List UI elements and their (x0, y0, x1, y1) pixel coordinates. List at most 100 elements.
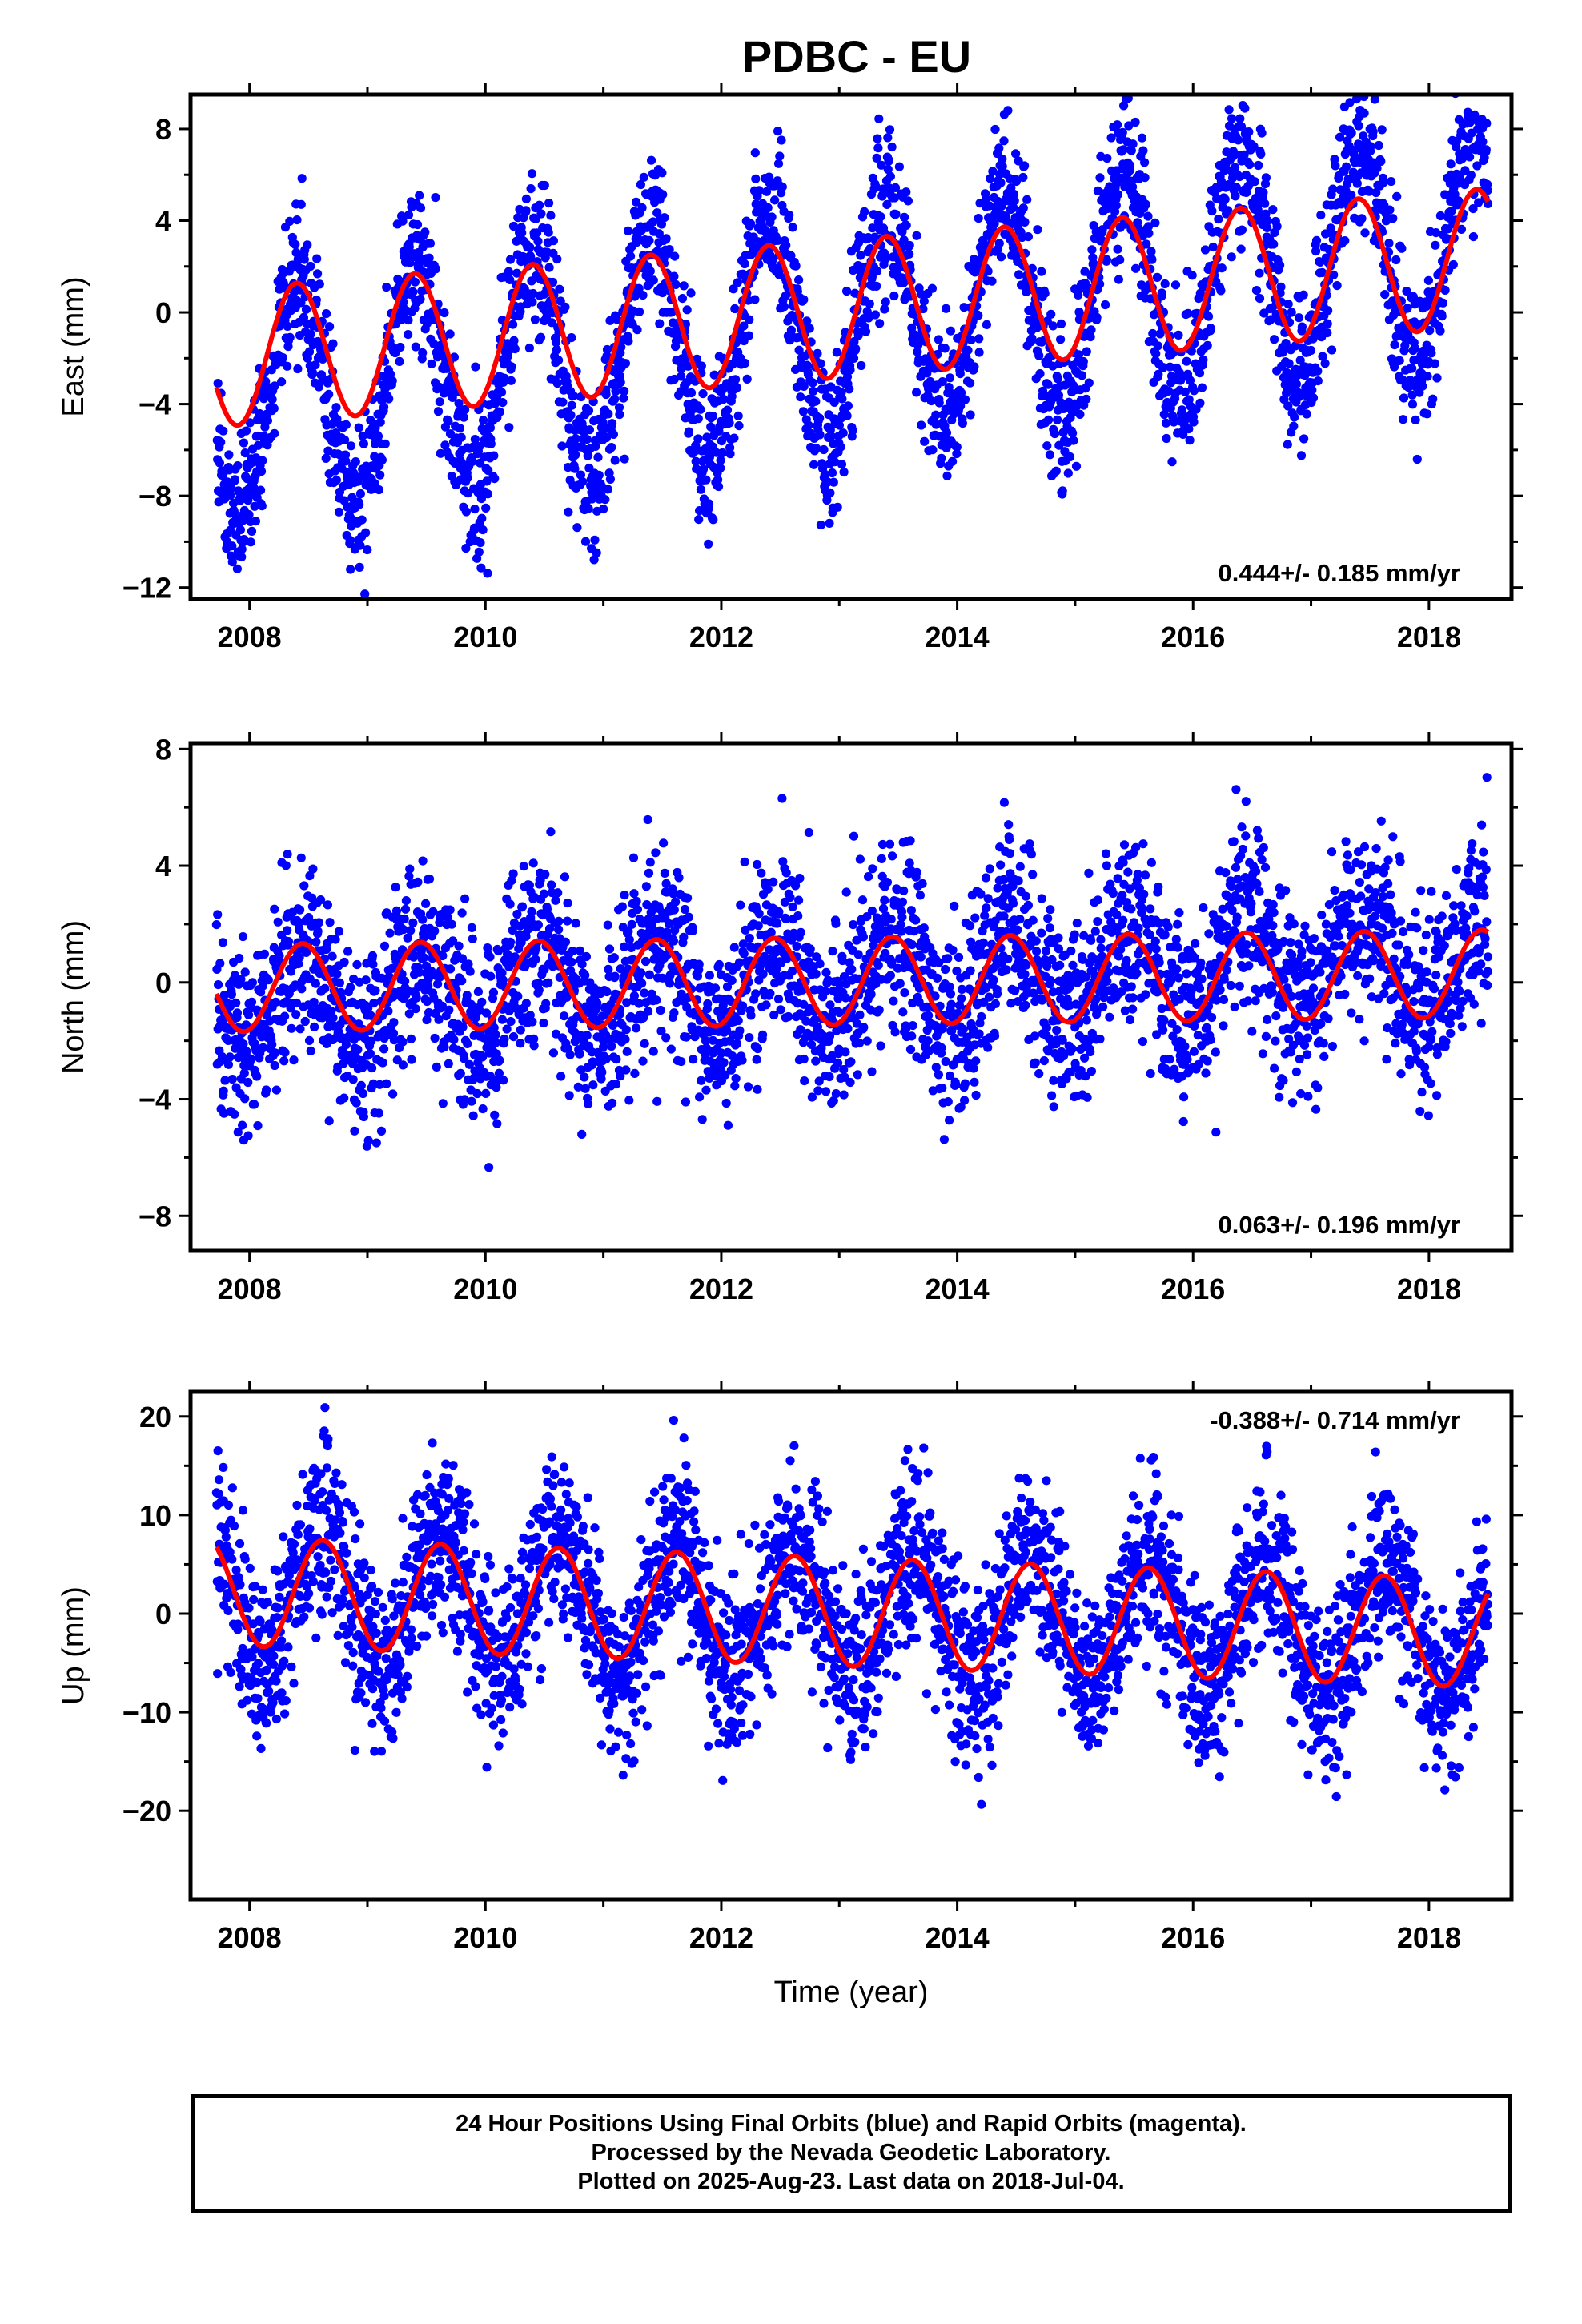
data-point (674, 873, 684, 883)
data-point (648, 1047, 658, 1056)
data-point (374, 1108, 383, 1118)
x-tick-label: 2012 (689, 621, 753, 653)
data-point (737, 1055, 747, 1065)
data-point (982, 195, 991, 204)
data-point (640, 1039, 649, 1048)
data-point (1320, 359, 1330, 368)
data-point (842, 372, 853, 381)
data-point (798, 407, 809, 416)
data-point (314, 382, 323, 392)
data-point (605, 474, 616, 485)
data-point (819, 444, 829, 455)
data-point (425, 239, 436, 248)
data-point (1245, 159, 1255, 170)
data-point (686, 388, 697, 398)
data-point (306, 1046, 315, 1055)
data-point (257, 501, 267, 511)
data-point (1263, 215, 1272, 226)
data-point (424, 874, 435, 884)
data-point (999, 136, 1009, 146)
data-point (1203, 340, 1212, 350)
data-point (313, 927, 323, 936)
data-point (314, 918, 323, 927)
data-point (427, 359, 436, 368)
data-point (448, 936, 458, 946)
data-point (491, 1030, 500, 1039)
data-point (367, 1063, 377, 1073)
data-point (622, 1047, 632, 1056)
data-point (770, 195, 780, 205)
data-point (750, 148, 760, 158)
data-point (1412, 454, 1422, 464)
data-point (1010, 196, 1019, 206)
data-point (388, 1028, 399, 1039)
data-point (763, 203, 773, 212)
data-point (1327, 345, 1337, 355)
data-point (761, 1000, 771, 1010)
data-point (694, 515, 704, 525)
data-point (382, 1079, 391, 1088)
data-point (1308, 393, 1319, 403)
data-point (974, 334, 984, 344)
data-point (341, 420, 351, 430)
data-point (1465, 152, 1475, 162)
data-point (873, 134, 882, 143)
data-point (617, 902, 628, 911)
data-point (1128, 139, 1138, 149)
data-point (1272, 222, 1282, 231)
data-point (944, 383, 954, 392)
data-point (556, 1072, 566, 1081)
data-point (777, 135, 786, 145)
data-point (745, 933, 754, 943)
data-point (669, 936, 679, 946)
data-point (1227, 114, 1237, 123)
data-point (536, 332, 546, 342)
data-point (1384, 239, 1394, 248)
data-point (901, 187, 911, 197)
data-point (399, 925, 408, 935)
data-point (367, 951, 378, 960)
data-point (719, 1058, 729, 1068)
data-point (472, 1088, 482, 1099)
data-point (1372, 163, 1382, 173)
data-point (359, 1112, 368, 1122)
data-point (799, 1054, 809, 1064)
data-point (495, 1055, 504, 1065)
data-point (354, 423, 363, 432)
data-point (661, 879, 671, 888)
data-point (1259, 187, 1268, 198)
data-point (781, 868, 791, 878)
data-point (334, 507, 344, 517)
data-point (403, 933, 412, 943)
data-point (1143, 222, 1154, 231)
data-point (714, 959, 724, 970)
data-point (577, 959, 587, 969)
data-point (1287, 308, 1296, 317)
data-point (1054, 390, 1063, 400)
data-point (704, 499, 714, 509)
data-point (1447, 206, 1456, 215)
data-point (816, 521, 825, 530)
data-point (311, 937, 321, 947)
data-point (488, 987, 499, 997)
data-point (1092, 312, 1102, 322)
data-point (1082, 347, 1091, 356)
data-point (411, 1004, 420, 1014)
data-point (447, 919, 456, 929)
data-point (816, 359, 825, 368)
data-point (1235, 114, 1245, 123)
data-point (870, 310, 880, 320)
data-point (1014, 156, 1023, 166)
data-point (291, 239, 300, 249)
data-point (1294, 313, 1304, 323)
data-point (610, 456, 620, 465)
data-point (602, 432, 612, 443)
data-point (785, 210, 794, 220)
data-point (295, 905, 305, 915)
data-point (566, 410, 576, 420)
data-point (430, 1033, 440, 1043)
data-point (424, 253, 434, 263)
data-point (815, 413, 825, 423)
data-point (1150, 218, 1160, 227)
data-point (1263, 223, 1272, 232)
